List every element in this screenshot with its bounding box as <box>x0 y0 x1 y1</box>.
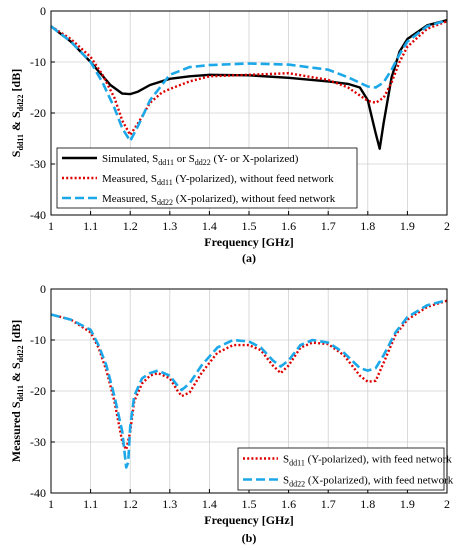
legend-entry: Measured, Sdd22 (X-polarized), without f… <box>102 193 336 207</box>
x-axis-label: Frequency [GHz] <box>204 235 293 249</box>
x-tick-label: 1.4 <box>202 497 217 511</box>
x-tick-label: 1.7 <box>321 219 336 233</box>
y-axis-label: Sdd11 & Sdd22 [dB] <box>9 69 25 157</box>
y-axis-label: Measured Sdd11 & Sdd22 [dB] <box>9 320 25 463</box>
y-tick-label: -40 <box>30 486 46 500</box>
chart-2: 1 1.1 1.2 1.3 1.4 1.5 1.6 1.7 1.8 1.9 2 0 -10 -20 -30 -… <box>9 282 454 545</box>
legend-box <box>56 147 358 209</box>
y-tick-label: -10 <box>30 333 46 347</box>
legend-entry: Simulated, Sdd11 or Sdd22 (Y- or X-polar… <box>102 153 299 167</box>
series-line-1 <box>50 19 448 150</box>
x-tick-label: 1.2 <box>123 497 138 511</box>
x-tick-label: 1.6 <box>281 497 296 511</box>
series-line-3 <box>50 18 448 143</box>
legend-entry: Sdd22 (X-polarized), with feed network <box>283 475 454 489</box>
y-tick-label: -10 <box>30 55 46 69</box>
x-tick-label: 1.7 <box>321 497 336 511</box>
chart-caption: (a) <box>242 251 256 265</box>
legend-box <box>237 447 445 491</box>
x-tick-label: 1.2 <box>123 219 138 233</box>
y-tick-label: 0 <box>40 282 46 296</box>
x-tick-label: 1.4 <box>202 219 217 233</box>
x-tick-label: 2 <box>444 497 450 511</box>
series-line-2 <box>50 20 448 137</box>
y-tick-label: -20 <box>30 106 46 120</box>
legend: Sdd11 (Y-polarized), with feed network Sd… <box>237 447 454 491</box>
x-tick-label: 1.5 <box>242 497 257 511</box>
x-tick-label: 1.3 <box>162 497 177 511</box>
x-tick-label: 1.1 <box>83 497 98 511</box>
legend-entry: Sdd11 (Y-polarized), with feed network <box>283 454 452 468</box>
x-tick-label: 1.5 <box>242 219 257 233</box>
x-tick-label: 1.6 <box>281 219 296 233</box>
x-tick-label: 1.9 <box>400 219 415 233</box>
y-tick-label: -30 <box>30 157 46 171</box>
y-tick-label: 0 <box>40 4 46 18</box>
chart-1: 1 1.1 1.2 1.3 1.4 1.5 1.6 1.7 1.8 1.9 2 0 -10 -20 -30 -… <box>9 4 450 265</box>
x-tick-label: 2 <box>444 219 450 233</box>
chart-caption: (b) <box>242 531 257 545</box>
legend: Simulated, Sdd11 or Sdd22 (Y- or X-polar… <box>56 147 358 209</box>
series-line-2 <box>50 298 448 469</box>
x-tick-label: 1.8 <box>360 497 375 511</box>
legend-entry: Measured, Sdd11 (Y-polarized), without f… <box>102 173 334 187</box>
x-tick-label: 1 <box>48 219 54 233</box>
x-tick-label: 1 <box>48 497 54 511</box>
y-tick-label: -40 <box>30 208 46 222</box>
x-tick-label: 1.3 <box>162 219 177 233</box>
y-tick-label: -20 <box>30 384 46 398</box>
y-tick-label: -30 <box>30 435 46 449</box>
x-tick-label: 1.8 <box>360 219 375 233</box>
x-axis-label: Frequency [GHz] <box>204 513 293 527</box>
x-tick-label: 1.1 <box>83 219 98 233</box>
x-tick-label: 1.9 <box>400 497 415 511</box>
